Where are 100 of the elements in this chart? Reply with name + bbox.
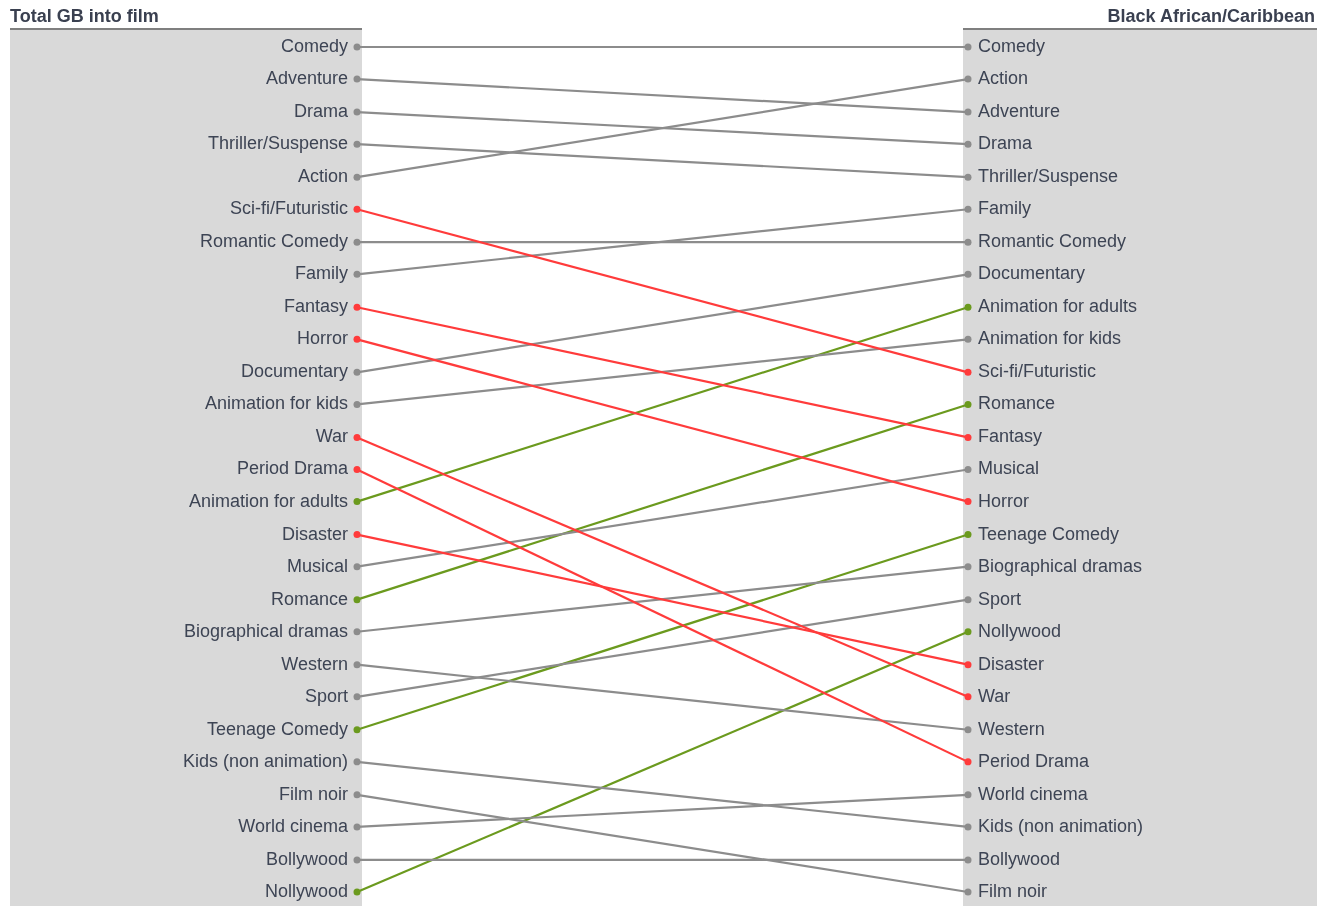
- text: Animation for kids: [978, 328, 1122, 349]
- point: [353, 205, 361, 213]
- text: Disaster: [978, 653, 1045, 674]
- series-label: Film noir: [278, 783, 348, 804]
- point: [964, 270, 972, 278]
- text: Sport: [978, 588, 1022, 609]
- text: Thriller/Suspense: [978, 166, 1119, 187]
- series-label: War: [315, 426, 348, 447]
- point: [964, 693, 972, 701]
- point: [353, 108, 361, 116]
- point: [353, 173, 361, 181]
- point: [353, 596, 361, 604]
- text: Animation for adults: [978, 296, 1138, 317]
- point: [353, 368, 361, 376]
- text: War: [978, 685, 1011, 706]
- text: Family: [978, 198, 1031, 219]
- series-label: Nollywood: [264, 880, 348, 901]
- point: [353, 758, 361, 766]
- series-label: Thriller/Suspense: [207, 133, 348, 154]
- point: [353, 335, 361, 343]
- point: [964, 498, 972, 506]
- point: [353, 856, 361, 864]
- point: [353, 823, 361, 831]
- text: Kids (non animation): [978, 815, 1144, 836]
- series-label: Kids (non animation): [182, 750, 348, 771]
- point: [964, 205, 972, 213]
- series-label: Animation for kids: [204, 393, 348, 414]
- series-label: Action: [297, 166, 348, 187]
- point: [353, 693, 361, 701]
- series-label: Fantasy: [283, 296, 348, 317]
- point: [964, 823, 972, 831]
- series-label: Horror: [296, 328, 348, 349]
- point: [964, 563, 972, 571]
- text: Musical: [978, 458, 1040, 479]
- point: [353, 43, 361, 51]
- text: Fantasy: [978, 426, 1043, 447]
- text: Period Drama: [978, 750, 1090, 771]
- point: [353, 726, 361, 734]
- series-label: Biographical dramas: [183, 620, 348, 641]
- point: [964, 466, 972, 473]
- point: [964, 238, 972, 246]
- point: [964, 433, 972, 441]
- point: [964, 43, 972, 51]
- point: [353, 75, 361, 83]
- series-label: Adventure: [265, 68, 348, 89]
- series-label: Sci-fi/Futuristic: [229, 198, 348, 219]
- series-label: Western: [281, 653, 348, 674]
- point: [964, 791, 972, 799]
- point: [353, 791, 361, 799]
- point: [353, 661, 361, 669]
- text: Film noir: [978, 880, 1048, 901]
- point: [964, 303, 972, 311]
- series-label: Animation for adults: [188, 490, 348, 511]
- text: Comedy: [978, 35, 1046, 56]
- point: [964, 856, 972, 864]
- series-label: Bollywood: [265, 848, 348, 869]
- point: [964, 531, 972, 539]
- text: Drama: [978, 133, 1033, 154]
- text: Nollywood: [978, 620, 1062, 641]
- series-label: Sport: [304, 685, 348, 706]
- point: [353, 888, 361, 896]
- point: [353, 466, 361, 473]
- point: [353, 270, 361, 278]
- text: Documentary: [978, 263, 1086, 284]
- text: Romantic Comedy: [978, 231, 1127, 252]
- text: Sci-fi/Futuristic: [978, 361, 1097, 382]
- point: [964, 108, 972, 116]
- series-label: Drama: [293, 101, 349, 122]
- text: Biographical dramas: [978, 555, 1143, 576]
- text: Horror: [978, 490, 1030, 511]
- point: [353, 238, 361, 246]
- text: Action: [978, 68, 1029, 89]
- point: [964, 335, 972, 343]
- text: Total GB into film: [10, 6, 159, 26]
- text: Western: [978, 718, 1045, 739]
- point: [964, 368, 972, 376]
- text: Romance: [978, 393, 1056, 414]
- series-label: Musical: [286, 555, 348, 576]
- series-label: Documentary: [240, 361, 348, 382]
- point: [964, 400, 972, 408]
- series-label: Comedy: [280, 35, 348, 56]
- point: [353, 400, 361, 408]
- point: [353, 303, 361, 311]
- text: Black African/Caribbean: [1107, 6, 1315, 26]
- point: [353, 433, 361, 441]
- series-label: Disaster: [281, 523, 348, 544]
- series-label: Family: [295, 263, 348, 284]
- text: Adventure: [978, 101, 1061, 122]
- point: [964, 596, 972, 604]
- point: [353, 498, 361, 506]
- point: [353, 563, 361, 571]
- point: [964, 140, 972, 148]
- point: [964, 173, 972, 181]
- point: [964, 75, 972, 83]
- text: Teenage Comedy: [978, 523, 1120, 544]
- point: [964, 758, 972, 766]
- series-label: World cinema: [238, 815, 349, 836]
- point: [964, 628, 972, 636]
- point: [964, 661, 972, 669]
- series-label: Period Drama: [236, 458, 349, 479]
